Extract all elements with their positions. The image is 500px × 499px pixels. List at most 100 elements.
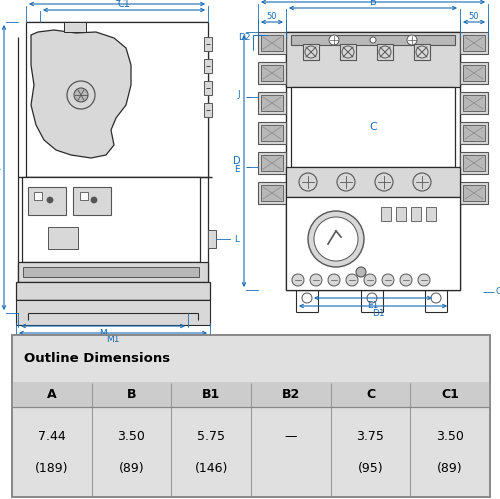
Text: E1: E1 — [368, 300, 378, 309]
Circle shape — [328, 274, 340, 286]
Text: (95): (95) — [358, 462, 384, 475]
Text: J: J — [238, 89, 240, 98]
Circle shape — [91, 197, 97, 203]
Circle shape — [400, 274, 412, 286]
Circle shape — [47, 197, 53, 203]
Bar — [286, 32, 460, 290]
Bar — [258, 152, 286, 174]
Text: B2: B2 — [282, 389, 300, 402]
Circle shape — [292, 274, 304, 286]
Circle shape — [305, 46, 317, 58]
Text: L: L — [234, 235, 239, 244]
Circle shape — [67, 81, 95, 109]
Bar — [23, 267, 199, 277]
Text: M: M — [99, 328, 107, 337]
Bar — [34, 192, 42, 200]
Bar — [73, 187, 111, 215]
Circle shape — [431, 293, 441, 303]
Text: E: E — [234, 166, 240, 175]
Circle shape — [342, 46, 354, 58]
Circle shape — [356, 267, 366, 277]
Bar — [463, 95, 485, 111]
Bar — [80, 192, 88, 200]
Bar — [460, 32, 488, 54]
Polygon shape — [31, 30, 131, 158]
Text: 3.50: 3.50 — [436, 430, 464, 443]
Text: B: B — [370, 0, 376, 7]
Bar — [411, 207, 421, 221]
Bar — [463, 35, 485, 51]
Circle shape — [364, 274, 376, 286]
Circle shape — [74, 88, 88, 102]
Circle shape — [337, 173, 355, 191]
Bar — [291, 35, 455, 45]
Bar — [463, 65, 485, 81]
Text: C1: C1 — [118, 0, 130, 9]
Text: C: C — [369, 122, 377, 132]
Text: C: C — [366, 389, 375, 402]
Bar — [261, 35, 283, 51]
Bar — [258, 122, 286, 144]
Bar — [286, 167, 460, 197]
Text: Outline Dimensions: Outline Dimensions — [24, 352, 170, 365]
Bar — [460, 182, 488, 204]
Bar — [303, 44, 319, 60]
Circle shape — [416, 46, 428, 58]
Bar — [460, 152, 488, 174]
Bar — [16, 300, 210, 325]
Text: D1: D1 — [372, 308, 384, 317]
Bar — [261, 185, 283, 201]
Bar — [261, 95, 283, 111]
Text: (89): (89) — [118, 462, 144, 475]
Text: 7.44: 7.44 — [38, 430, 66, 443]
Text: 5.75: 5.75 — [197, 430, 225, 443]
Text: (189): (189) — [35, 462, 68, 475]
Circle shape — [367, 293, 377, 303]
Text: D: D — [233, 156, 241, 166]
Circle shape — [418, 274, 430, 286]
Text: A: A — [47, 389, 56, 402]
Text: C: C — [114, 0, 120, 3]
Bar — [463, 125, 485, 141]
Bar — [204, 37, 212, 51]
Bar — [12, 383, 490, 407]
Bar — [426, 207, 436, 221]
Circle shape — [346, 274, 358, 286]
Text: —: — — [284, 430, 297, 443]
Bar — [261, 125, 283, 141]
Bar — [261, 155, 283, 171]
Bar — [204, 103, 212, 117]
Bar — [204, 81, 212, 95]
Bar — [377, 44, 393, 60]
Text: C1: C1 — [441, 389, 459, 402]
Circle shape — [375, 173, 393, 191]
Bar — [258, 92, 286, 114]
Bar — [16, 282, 210, 300]
Bar — [463, 155, 485, 171]
Bar — [28, 187, 66, 215]
Bar — [286, 197, 460, 290]
Circle shape — [314, 217, 358, 261]
Bar — [286, 32, 460, 87]
Bar — [414, 44, 430, 60]
Circle shape — [382, 274, 394, 286]
Text: (89): (89) — [438, 462, 463, 475]
Text: M1: M1 — [106, 335, 120, 344]
Bar — [12, 335, 490, 497]
Text: 3.75: 3.75 — [356, 430, 384, 443]
Circle shape — [308, 211, 364, 267]
Circle shape — [302, 293, 312, 303]
Circle shape — [299, 173, 317, 191]
Bar — [460, 92, 488, 114]
Circle shape — [379, 46, 391, 58]
Bar — [291, 87, 455, 167]
Bar — [381, 207, 391, 221]
Bar — [18, 262, 208, 282]
Bar — [258, 62, 286, 84]
Bar — [48, 227, 78, 249]
Bar — [26, 22, 208, 177]
Bar — [460, 122, 488, 144]
Bar — [463, 185, 485, 201]
Circle shape — [310, 274, 322, 286]
Bar — [258, 32, 286, 54]
